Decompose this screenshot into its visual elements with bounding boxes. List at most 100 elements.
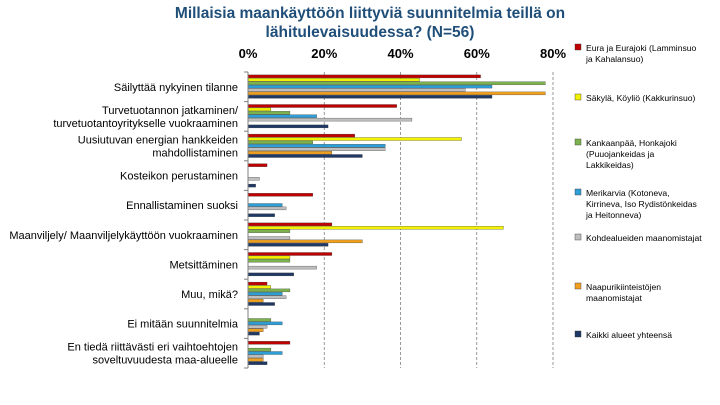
bar bbox=[247, 147, 386, 151]
category-label: Turvetuotannon jatkaminen/ bbox=[102, 105, 239, 117]
category-label: Maanviljely/ Maanviljelykäyttöön vuokraa… bbox=[9, 230, 238, 242]
x-tick-labels: 0% 20% 40% 60% 80% bbox=[239, 46, 567, 61]
bar bbox=[247, 104, 397, 108]
bar bbox=[247, 88, 466, 92]
legend-label: Kankaanpää, Honkajoki bbox=[586, 138, 677, 148]
bar bbox=[247, 229, 291, 233]
x-tick-label: 0% bbox=[239, 46, 258, 61]
x-tick-label: 80% bbox=[540, 46, 566, 61]
bar bbox=[247, 107, 272, 112]
category-label: Metsittäminen bbox=[170, 259, 238, 271]
legend-swatch bbox=[574, 330, 582, 338]
bar bbox=[247, 84, 493, 89]
bar bbox=[247, 358, 264, 362]
bar bbox=[247, 288, 291, 293]
bar bbox=[247, 150, 333, 155]
category-label: mahdollistaminen bbox=[152, 148, 238, 160]
bar bbox=[247, 193, 313, 197]
bar bbox=[247, 91, 546, 96]
bar bbox=[247, 347, 272, 352]
bar bbox=[247, 265, 317, 270]
category-label: Muu, mikä? bbox=[181, 289, 238, 301]
category-label: Ei mitään suunnitelmia bbox=[127, 319, 239, 331]
bar bbox=[247, 341, 291, 345]
bar bbox=[247, 226, 504, 230]
legend-label: Eura ja Eurajoki (Lamminsuo bbox=[586, 43, 697, 53]
bar bbox=[247, 111, 291, 115]
bar bbox=[247, 243, 329, 247]
category-label: soveltuvuudesta maa-alueelle bbox=[92, 355, 238, 367]
legend-label: Säkylä, Köyliö (Kakkurinsuo) bbox=[586, 93, 696, 103]
bar bbox=[247, 154, 363, 158]
bar bbox=[247, 318, 272, 322]
category-label: Ennallistaminen suoksi bbox=[126, 200, 238, 212]
bar bbox=[247, 259, 291, 263]
axes bbox=[244, 71, 249, 369]
bar bbox=[247, 124, 329, 129]
bar bbox=[247, 298, 264, 303]
bar bbox=[247, 203, 283, 207]
legend-label: ja Heitonneva) bbox=[585, 210, 642, 220]
legend-label: (Puuojankeidas ja bbox=[586, 149, 655, 159]
gridlines bbox=[323, 72, 554, 368]
bar bbox=[247, 281, 268, 286]
bar bbox=[247, 114, 317, 118]
legend-label: maanomistajat bbox=[586, 293, 642, 303]
bar bbox=[247, 255, 291, 260]
bar bbox=[247, 354, 264, 359]
x-tick-label: 60% bbox=[464, 46, 490, 61]
legend-label: Kohdealueiden maanomistajat bbox=[586, 233, 702, 243]
category-labels: Säilyttää nykyinen tilanne Turvetuotannon… bbox=[9, 82, 239, 367]
bar bbox=[247, 133, 355, 138]
bar bbox=[247, 331, 260, 336]
legend-swatch bbox=[574, 233, 582, 241]
category-label: Uusiutuvan energian hankkeiden bbox=[78, 135, 238, 147]
bar bbox=[247, 239, 363, 244]
legend-label: Kirrineva, Iso Rydistönkeidas bbox=[586, 199, 697, 209]
bar bbox=[247, 137, 462, 141]
bar bbox=[247, 252, 333, 256]
bar bbox=[247, 183, 256, 188]
category-label: Säilyttää nykyinen tilanne bbox=[114, 82, 238, 94]
bar bbox=[247, 81, 546, 85]
chart-title: Millaisia maankäyttöön liittyviä suunnit… bbox=[174, 5, 566, 41]
bar bbox=[247, 328, 264, 332]
bar bbox=[247, 213, 275, 217]
bar bbox=[247, 295, 287, 299]
bar bbox=[247, 321, 283, 326]
bars bbox=[247, 74, 546, 365]
legend-swatch bbox=[574, 138, 582, 146]
category-label: turvetuotantoyritykselle vuokraaminen bbox=[53, 118, 238, 130]
bar bbox=[247, 325, 268, 329]
legend-swatch bbox=[574, 43, 582, 51]
legend-label: Merikarvia (Kotoneva, bbox=[586, 188, 670, 198]
bar bbox=[247, 222, 333, 227]
legend-label: Naapurikiinteistöjen bbox=[586, 282, 661, 292]
bar bbox=[247, 117, 413, 122]
bar bbox=[247, 236, 291, 240]
bar bbox=[247, 361, 268, 365]
legend-swatch bbox=[574, 282, 582, 290]
x-tick-label: 20% bbox=[311, 46, 337, 61]
bar bbox=[247, 95, 493, 99]
bar bbox=[247, 302, 275, 306]
legend-swatch bbox=[574, 188, 582, 196]
legend-label: Lakkikeidas) bbox=[586, 160, 634, 170]
bar bbox=[247, 177, 260, 181]
bar bbox=[247, 78, 420, 82]
category-label: En tiedä riittävästi eri vaihtoehtojen bbox=[67, 342, 238, 354]
bar bbox=[247, 206, 287, 211]
bar bbox=[247, 163, 268, 167]
bar bbox=[247, 144, 386, 148]
bar bbox=[247, 140, 313, 145]
category-label: Kosteikon perustaminen bbox=[120, 171, 238, 183]
x-tick-label: 40% bbox=[387, 46, 413, 61]
bar bbox=[247, 74, 481, 79]
bar bbox=[247, 292, 283, 296]
bar bbox=[247, 285, 272, 289]
legend-label: ja Kahalansuo) bbox=[585, 54, 643, 64]
bar bbox=[247, 272, 294, 277]
bar bbox=[247, 351, 283, 355]
